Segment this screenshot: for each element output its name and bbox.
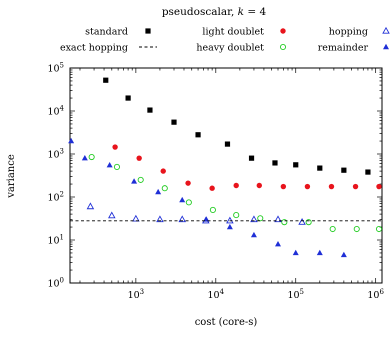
data-point-standard [103,77,109,83]
data-point-heavy-doublet [353,225,360,233]
data-point-heavy-doublet [233,212,240,219]
plot-frame [69,67,383,284]
data-point-remainder [68,137,75,144]
data-point-hopping [298,218,306,225]
data-point-standard [195,132,201,138]
data-point-heavy-doublet [209,206,216,213]
legend-marker-remainder [383,43,389,50]
data-point-light-doublet [185,180,191,186]
legend-marker-heavy-doublet [279,43,287,51]
data-point-hopping [250,215,258,223]
data-point-light-doublet [256,182,262,189]
x-tick-label: 104 [208,288,225,301]
data-point-light-doublet [160,168,166,174]
data-point-hopping [274,215,282,223]
x-tick-label: 103 [128,288,145,301]
legend-label-light-doublet: light doublet [202,27,264,38]
data-point-heavy-doublet [375,225,383,233]
data-point-hopping [108,211,116,219]
legend-label-exact-hopping: exact hopping [60,43,128,54]
data-point-remainder [106,161,113,168]
legend: standard light doublet hopping exact hoppin… [60,26,390,54]
data-point-light-doublet [376,183,382,190]
data-point-heavy-doublet [305,219,312,226]
y-tick-label: 104 [47,105,64,118]
data-point-light-doublet [304,183,311,190]
x-tick-label: 105 [287,288,304,301]
data-point-remainder [226,223,233,230]
data-point-remainder [250,231,257,238]
data-point-hopping [156,215,164,223]
data-point-remainder [275,240,281,247]
data-point-heavy-doublet [88,153,95,161]
legend-label-hopping: hopping [329,27,368,38]
legend-label-standard: standard [85,27,128,38]
data-point-hopping [178,215,186,223]
data-point-standard [147,107,153,113]
data-point-standard [272,160,278,166]
x-axis-label: cost (core-s) [195,317,258,328]
data-point-remainder [131,178,138,184]
series-standard [103,77,371,175]
y-axis: 100 101 102 103 104 105 [47,62,382,290]
data-point-standard [171,119,177,125]
data-point-remainder [155,188,162,195]
data-point-remainder [316,249,323,256]
chart-title: pseudoscalar, k = 4 [162,6,267,18]
series-remainder [68,137,347,258]
y-tick-label: 101 [47,234,64,247]
data-point-hopping [132,214,140,222]
data-point-light-doublet [280,183,287,190]
data-point-light-doublet [328,183,335,190]
data-point-heavy-doublet [185,199,192,206]
data-point-remainder [81,154,88,161]
data-point-remainder [340,251,347,258]
data-point-light-doublet [112,144,118,150]
data-point-heavy-doublet [161,185,168,192]
x-tick-label: 106 [367,288,384,301]
series-light-doublet [112,144,382,191]
data-point-light-doublet [136,155,142,161]
data-point-standard [365,169,371,175]
data-point-heavy-doublet [257,215,264,222]
series-layer [68,77,383,258]
series-heavy-doublet [88,153,383,233]
data-point-heavy-doublet [113,163,120,170]
y-tick-label: 103 [47,148,64,161]
data-point-remainder [179,196,186,203]
legend-marker-standard [145,28,151,34]
data-point-standard [125,95,131,101]
data-point-hopping [226,216,234,224]
legend-marker-hopping [382,26,390,34]
data-point-standard [341,167,347,173]
data-point-remainder [292,249,299,256]
y-tick-label: 102 [47,191,64,204]
data-point-hopping [86,202,95,210]
y-tick-label: 100 [47,277,64,290]
data-point-light-doublet [352,183,359,190]
legend-label-remainder: remainder [318,43,369,54]
y-axis-label: variance [6,154,17,199]
data-point-heavy-doublet [137,176,144,183]
data-point-light-doublet [233,182,239,189]
data-point-standard [317,165,323,171]
data-point-heavy-doublet [281,219,288,226]
legend-label-heavy-doublet: heavy doublet [196,43,264,54]
y-tick-label: 105 [47,62,64,75]
data-point-light-doublet [209,185,215,191]
data-point-standard [248,155,255,161]
data-point-heavy-doublet [329,225,336,233]
legend-marker-light-doublet [280,28,286,34]
x-axis: 103 104 105 106 [79,68,384,301]
data-point-standard [224,141,231,147]
data-point-standard [293,162,299,168]
